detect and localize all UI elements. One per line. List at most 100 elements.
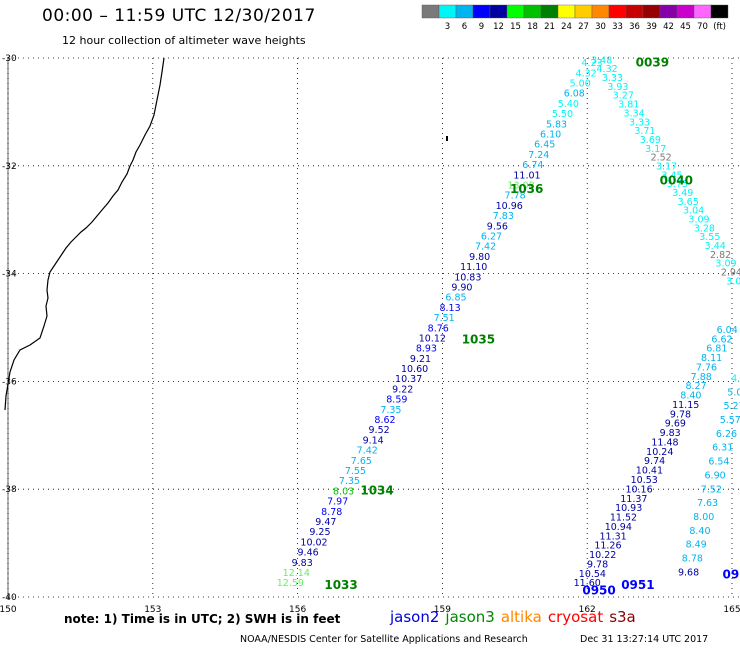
wave-height-label: 3.81 [618, 100, 639, 111]
wave-height-label: 3.45 [661, 170, 682, 181]
wave-height-label: 8.27 [685, 381, 706, 392]
wave-height-label: 10.83 [454, 272, 481, 283]
wave-height-label: 7.24 [528, 150, 549, 161]
wave-height-label: 10.53 [631, 475, 658, 486]
time-markers: 1036 1035 1034 0040 0950 [360, 174, 693, 598]
wave-height-label: 9.83 [292, 558, 313, 569]
colorbar-swatch [693, 4, 712, 19]
wave-height-label: 4.23 [581, 58, 602, 69]
wave-height-label: 10.37 [395, 374, 422, 385]
satellite-name-cryosat: cryosat [547, 608, 604, 626]
wave-height-label: 8.93 [416, 344, 437, 355]
colorbar-tick-label: 39 [646, 22, 657, 32]
wave-height-label: 8.11 [701, 353, 722, 364]
wave-height-label: 6.31 [712, 443, 733, 454]
colorbar-tick-label: 70 [697, 22, 708, 32]
wave-height-label: 10.96 [496, 201, 523, 212]
lat-tick-label: -30 [2, 54, 17, 64]
wave-height-label: 6.45 [534, 140, 555, 151]
lon-tick-label: 162 [579, 605, 596, 615]
time-marker-label: 0040 [660, 174, 693, 188]
wave-height-label: 4.76 [731, 373, 740, 384]
wave-height-label: 9.22 [392, 384, 413, 395]
wave-height-label: 3.27 [613, 91, 634, 102]
wave-height-label: 7.55 [345, 466, 366, 477]
wave-height-label: 8.49 [686, 540, 707, 551]
wave-height-label: 4.32 [597, 64, 618, 75]
satellite-legend: jason2 jason3 altika cryosat s3a [390, 608, 642, 626]
wave-height-label: 7.78 [505, 191, 526, 202]
wave-height-label: 3.65 [678, 197, 699, 208]
wave-height-label: 3.06 [726, 276, 740, 287]
wave-height-label: 3.44 [705, 241, 726, 252]
wave-height-label: 3.33 [602, 73, 623, 84]
wave-height-label: 10.54 [579, 569, 606, 580]
wave-height-label: 5.00 [570, 78, 591, 89]
wave-height-label: 5.83 [546, 119, 567, 130]
wave-height-label: 4.32 [576, 68, 597, 79]
wave-height-label: 3.93 [607, 82, 628, 93]
wave-height-label: 10.93 [615, 503, 642, 514]
island-mark [446, 136, 448, 141]
track-time-label: 0951 [621, 578, 654, 592]
wave-height-label: 9.78 [670, 409, 691, 420]
wave-height-label: 8.76 [428, 323, 449, 334]
wave-height-label: 9.25 [309, 527, 330, 538]
wave-height-label: 9.83 [660, 428, 681, 439]
colorbar-tick-label: 30 [595, 22, 606, 32]
wave-height-label: 6.74 [522, 160, 543, 171]
wave-height-label: 7.63 [697, 498, 718, 509]
wave-height-label: 11.60 [574, 578, 601, 589]
satellite-name-altika: altika [500, 608, 542, 626]
lon-tick-label: 150 [0, 605, 17, 615]
track-time-label: 0952 [723, 567, 740, 581]
map-title: 00:00 – 11:59 UTC 12/30/2017 [42, 6, 316, 26]
wave-height-label: 6.27 [481, 231, 502, 242]
colorbar-tick-label: 12 [493, 22, 504, 32]
wave-height-label: 3.55 [699, 232, 720, 243]
wave-height-label: 7.65 [351, 456, 372, 467]
wave-height-label: 8.78 [682, 554, 703, 565]
wave-height-label: 7.88 [691, 372, 712, 383]
wave-height-label: 10.02 [300, 537, 327, 548]
wave-height-label: 9.80 [469, 252, 490, 263]
colorbar: 3 6 9 12 15 18 21 24 27 30 33 36 39 42 45 70 (ft) [421, 4, 729, 32]
lat-tick-label: -38 [2, 485, 17, 495]
wave-height-label: 11.26 [594, 541, 621, 552]
wave-height-label: 10.22 [589, 550, 616, 561]
wave-height-label: 5.04 [727, 387, 740, 398]
wave-height-label: 5.27 [723, 401, 740, 412]
wave-height-label: 8.13 [439, 303, 460, 314]
wave-height-label: 8.78 [321, 507, 342, 518]
colorbar-swatch [608, 4, 627, 19]
wave-height-label: 11.01 [513, 170, 540, 181]
wave-height-label: 8.03 [333, 486, 354, 497]
map-subtitle: 12 hour collection of altimeter wave hei… [62, 34, 306, 47]
wave-height-label: 3.28 [694, 223, 715, 234]
australia-coastline [4, 57, 165, 411]
colorbar-swatch [676, 4, 695, 19]
wave-height-label: 11.37 [620, 494, 647, 505]
wave-height-label: 12.59 [277, 578, 304, 589]
wave-height-label: 3.17 [645, 144, 666, 155]
wave-height-label: 3.09 [715, 259, 736, 270]
satellite-name-jason3: jason3 [445, 608, 495, 626]
wave-height-label: 5.50 [552, 109, 573, 120]
colorbar-swatch [523, 4, 542, 19]
time-marker-label: 0950 [582, 583, 615, 597]
wave-height-label: 11.10 [460, 262, 487, 273]
wave-height-label: 3.69 [640, 135, 661, 146]
wave-height-label: 11.52 [610, 513, 637, 524]
lat-tick-label: -34 [2, 270, 17, 280]
wave-height-label: 3.34 [624, 108, 645, 119]
lat-tick-label: -36 [2, 377, 17, 387]
wave-height-label: 8.40 [689, 526, 710, 537]
wave-height-label: 9.46 [298, 548, 319, 559]
wave-height-label: 6.26 [716, 429, 737, 440]
colorbar-tick-label: 3 [445, 22, 450, 32]
wave-height-label: 6.85 [445, 293, 466, 304]
wave-height-label: 13.08 [507, 180, 534, 191]
wave-height-label: 10.60 [401, 364, 428, 375]
wave-height-label: 6.90 [705, 470, 726, 481]
